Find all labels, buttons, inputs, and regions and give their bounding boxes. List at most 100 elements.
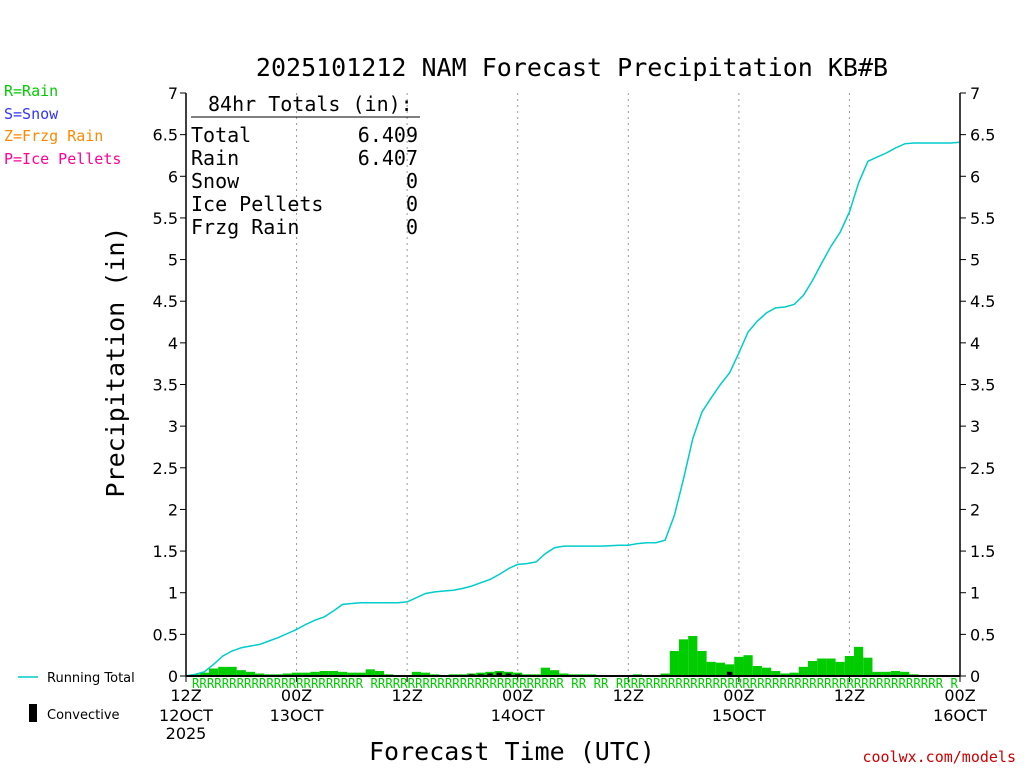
precip-bar [771,671,781,676]
precip-bar [715,662,726,676]
x-tick-year: 2025 [166,724,207,743]
totals-header: 84hr Totals (in): [208,92,413,116]
precip-bar [301,672,311,676]
precip-bar [761,667,772,676]
y-tick-label-left: 5.5 [153,209,178,228]
precip-bar [347,672,357,676]
convective-bar [496,672,503,676]
precip-bar [338,671,348,676]
precip-bar [678,639,689,676]
legend-running-total: Running Total [47,671,135,686]
totals-label: Frzg Rain [191,215,299,239]
precip-bar [236,670,246,676]
precip-bar [209,668,219,676]
y-tick-label-right: 1 [970,584,980,603]
precip-bar [826,658,836,676]
y-tick-label-right: 6 [970,167,980,186]
x-tick-label: 00Z [723,686,754,705]
y-tick-label-right: 1.5 [970,542,995,561]
y-tick-label-right: 3.5 [970,376,995,395]
precip-bar [660,673,670,676]
precip-bar [807,661,818,676]
precip-bar [245,671,256,676]
y-tick-label-left: 2.5 [153,459,178,478]
precip-bar [356,672,366,676]
legend-frzg: Z=Frzg Rain [4,127,103,145]
legend-snow: S=Snow [4,105,59,123]
precip-bar [881,671,891,676]
precip-bar [411,671,421,676]
precip-bar [817,658,827,676]
x-tick-date: 15OCT [712,706,766,725]
totals-label: Rain [191,146,239,170]
y-tick-label-left: 1 [168,584,178,603]
precip-bar [218,666,228,676]
precip-bar [227,666,237,676]
precip-bar [540,667,550,676]
totals-value: 0 [406,192,418,216]
legend-convective: Convective [47,708,120,723]
y-tick-label-left: 5 [168,251,178,270]
precip-bar [310,671,320,676]
precip-bar [669,651,679,676]
precip-bar [291,672,302,676]
precip-bar [255,673,265,676]
totals-label: Ice Pellets [191,192,323,216]
y-tick-label-left: 0.5 [153,625,178,644]
gridlines [296,93,850,676]
x-tick-label: 12Z [170,686,201,705]
y-tick-label-left: 2 [168,500,178,519]
y-axis-label: Precipitation (in) [101,227,130,498]
y-tick-label-right: 7 [970,84,980,103]
chart-title: 2025101212 NAM Forecast Precipitation KB… [256,53,888,82]
x-tick-label: 00Z [944,686,975,705]
totals-value: 6.409 [358,123,418,147]
precip-bar [697,651,707,676]
precip-bar [789,672,799,676]
precip-bar [854,646,864,676]
x-tick-date: 14OCT [491,706,545,725]
precip-bar [734,656,744,676]
y-tick-label-right: 0 [970,667,980,686]
y-tick-label-left: 1.5 [153,542,178,561]
precip-bar [752,666,762,676]
precip-bar [780,673,790,676]
precip-bar [688,636,698,676]
legend-pellets: P=Ice Pellets [4,150,121,168]
x-tick-label: 12Z [834,686,865,705]
y-tick-label-left: 3 [168,417,178,436]
totals-label: Total [191,123,251,147]
precip-bar [872,671,882,676]
x-axis-label: Forecast Time (UTC) [369,737,655,766]
y-tick-label-right: 4 [970,334,980,353]
x-tick-date: 12OCT [159,706,213,725]
precip-bar [900,671,910,676]
y-tick-label-left: 4.5 [153,292,178,311]
y-tick-label-right: 6.5 [970,126,995,145]
precip-bars [190,636,956,676]
precip-bar [374,671,385,676]
totals-label: Snow [191,169,240,193]
precip-bar [549,670,560,676]
precip-bar [319,671,329,676]
x-tick-label: 12Z [613,686,644,705]
running-total-layer [185,141,961,677]
y-tick-label-right: 0.5 [970,625,995,644]
y-tick-label-right: 2 [970,500,980,519]
x-tick-date: 13OCT [270,706,324,725]
convective-bar [487,673,493,676]
convective-bar [505,673,512,676]
x-tick-date: 16OCT [933,706,987,725]
totals-value: 6.407 [358,146,418,170]
legend-rain: R=Rain [4,82,58,100]
site-credit: coolwx.com/models [862,748,1016,766]
x-tick-label: 12Z [391,686,422,705]
precip-bar [420,672,431,676]
y-tick-label-right: 5.5 [970,209,995,228]
precip-bar [725,664,735,676]
y-tick-label-left: 6.5 [153,126,178,145]
precip-bar [890,671,901,676]
totals-value: 0 [406,215,418,239]
precip-bar [199,672,210,676]
